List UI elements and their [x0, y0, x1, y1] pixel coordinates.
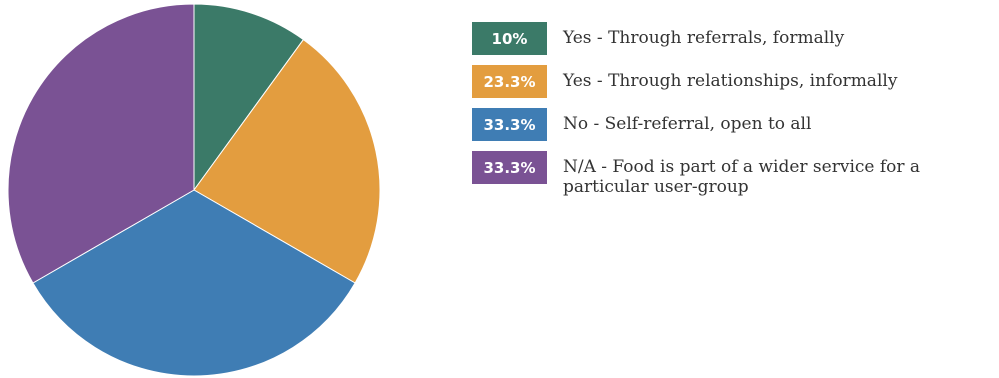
legend-swatch-relationships-informally: 23.3%	[472, 65, 547, 98]
pie-chart	[7, 3, 381, 377]
pie-slice-relationships-informally	[193, 38, 381, 284]
legend-label-self-referral: No - Self-referral, open to all	[563, 114, 812, 134]
legend-item-relationships-informally: 23.3% Yes - Through relationships, infor…	[472, 65, 992, 98]
legend-label-relationships-informally: Yes - Through relationships, informally	[563, 71, 898, 91]
legend-swatch-self-referral: 33.3%	[472, 108, 547, 141]
legend-item-referrals-formally: 10% Yes - Through referrals, formally	[472, 22, 992, 55]
legend-swatch-not-applicable: 33.3%	[472, 151, 547, 184]
legend-label-not-applicable: N/A - Food is part of a wider service fo…	[563, 157, 921, 197]
legend-swatch-referrals-formally: 10%	[472, 22, 547, 55]
legend: 10% Yes - Through referrals, formally 23…	[472, 22, 992, 207]
legend-label-referrals-formally: Yes - Through referrals, formally	[563, 28, 845, 48]
pie-slice-referrals-formally	[193, 3, 305, 192]
pie-slice-self-referral	[32, 189, 356, 377]
pie-slice-not-applicable	[7, 3, 195, 284]
legend-item-not-applicable: 33.3% N/A - Food is part of a wider serv…	[472, 151, 992, 197]
legend-item-self-referral: 33.3% No - Self-referral, open to all	[472, 108, 992, 141]
